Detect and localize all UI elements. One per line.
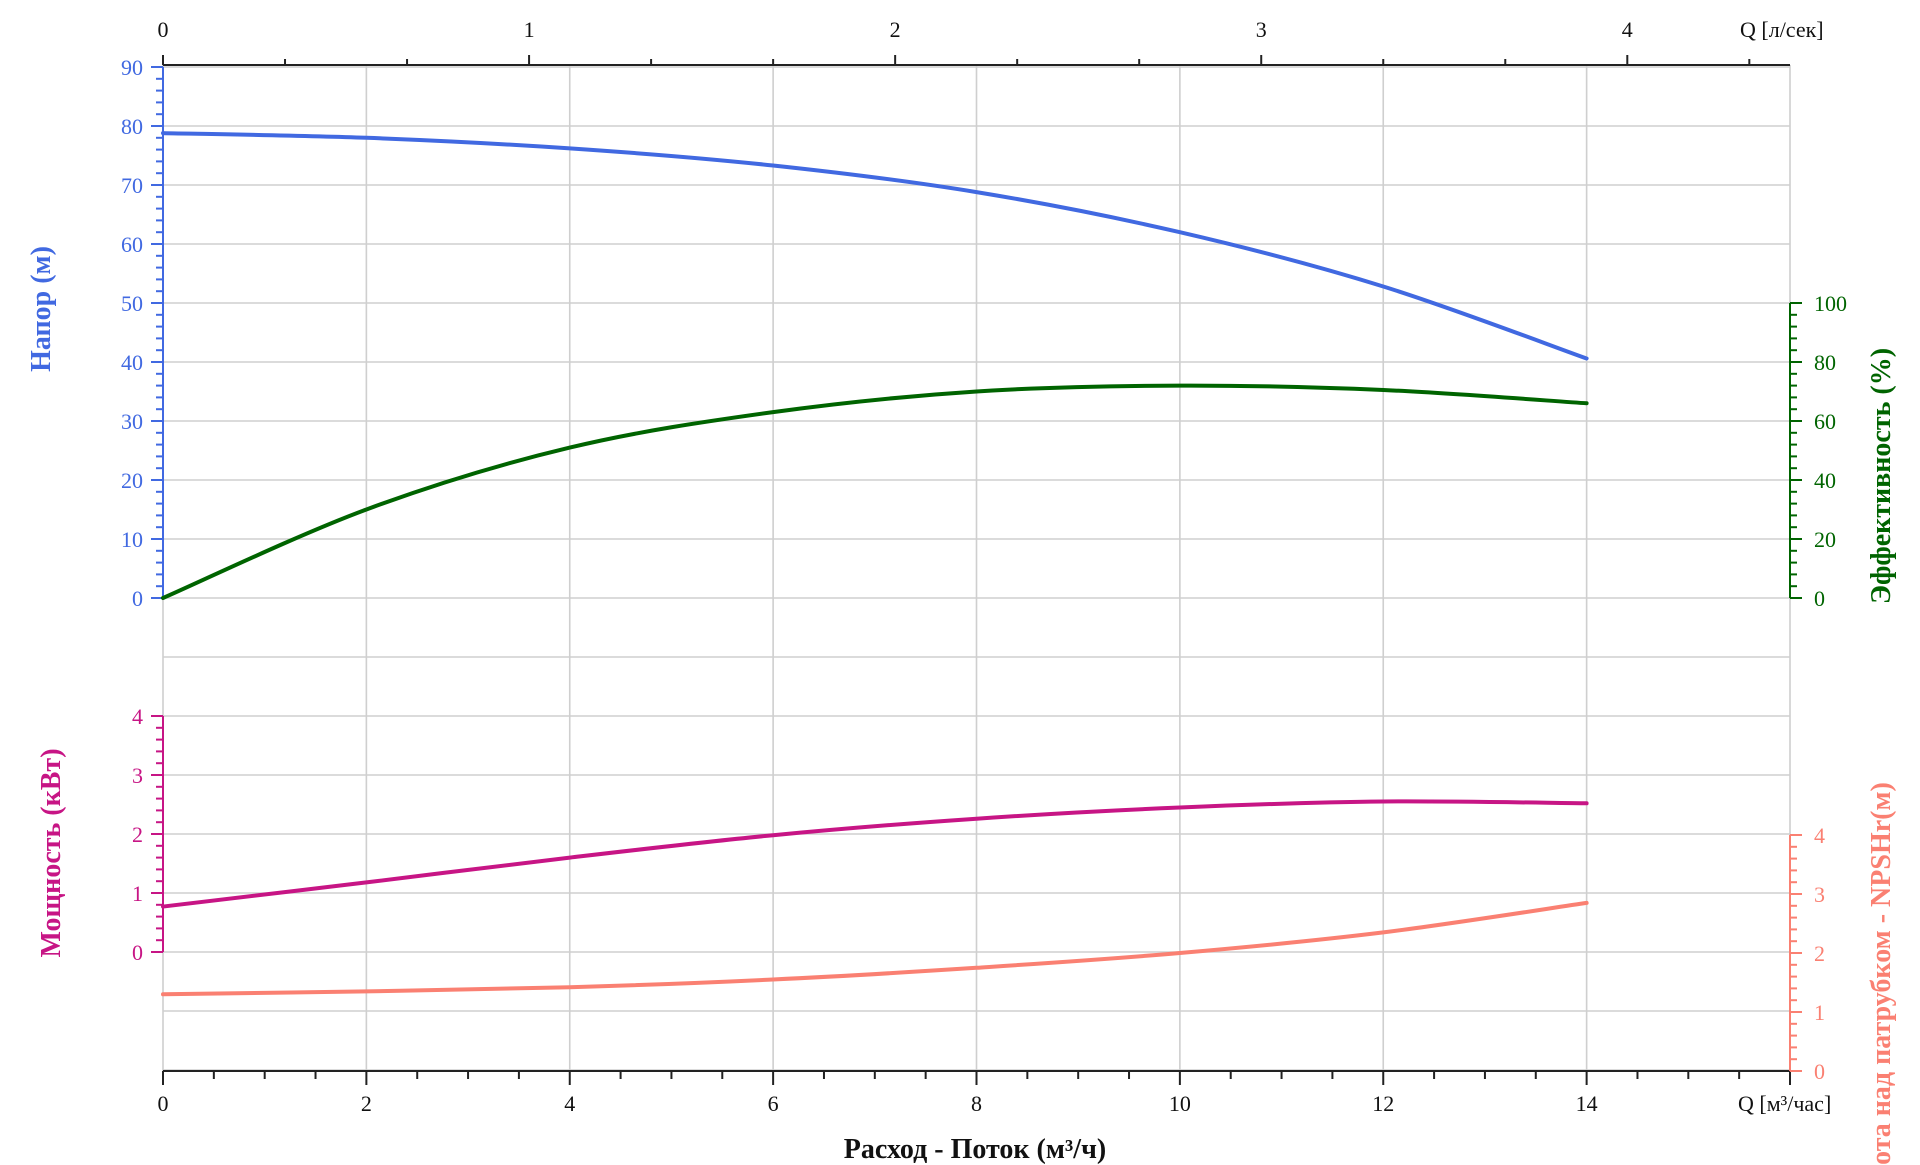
- x-axis-label: Расход - Поток (м³/ч): [844, 1134, 1106, 1165]
- head-axis-label: Напор (м): [26, 246, 57, 372]
- head-tick-label: 90: [121, 55, 143, 80]
- npsh-tick-label: 2: [1814, 941, 1825, 966]
- power-tick-label: 1: [132, 881, 143, 906]
- x-tick-label: 2: [361, 1091, 372, 1116]
- power-tick-label: 0: [132, 940, 143, 965]
- x-tick-label: 12: [1372, 1091, 1394, 1116]
- grid: [162, 65, 1791, 1071]
- x-tick-label: 14: [1576, 1091, 1598, 1116]
- head-tick-label: 0: [132, 586, 143, 611]
- head-tick-label: 60: [121, 232, 143, 257]
- npsh-tick-label: 4: [1814, 823, 1825, 848]
- efficiency-tick-label: 60: [1814, 409, 1836, 434]
- power-tick-label: 4: [132, 704, 143, 729]
- head-tick-label: 50: [121, 291, 143, 316]
- curves: [161, 131, 1589, 997]
- head-tick-label: 30: [121, 409, 143, 434]
- power-tick-label: 2: [132, 822, 143, 847]
- x-top-tick-label: 4: [1622, 17, 1633, 42]
- head-tick-label: 20: [121, 468, 143, 493]
- head-tick-label: 40: [121, 350, 143, 375]
- x-tick-label: 8: [971, 1091, 982, 1116]
- x-tick-label: 6: [768, 1091, 779, 1116]
- head-tick-label: 70: [121, 173, 143, 198]
- head-tick-label: 10: [121, 527, 143, 552]
- x-axis-unit-top: Q [л/сек]: [1740, 17, 1824, 42]
- x-axis-unit-bottom: Q [м³/час]: [1738, 1091, 1831, 1116]
- power-tick-label: 3: [132, 763, 143, 788]
- power-curve: [161, 799, 1589, 909]
- efficiency-tick-label: 0: [1814, 586, 1825, 611]
- x-top-tick-label: 3: [1256, 17, 1267, 42]
- x-top-tick-label: 2: [890, 17, 901, 42]
- x-tick-label: 10: [1169, 1091, 1191, 1116]
- efficiency-tick-label: 80: [1814, 350, 1836, 375]
- x-top-tick-label: 0: [158, 17, 169, 42]
- head-tick-label: 80: [121, 114, 143, 139]
- x-tick-label: 4: [564, 1091, 575, 1116]
- x-top-tick-label: 1: [524, 17, 535, 42]
- axes: 0 2 4 6 8 10 12 140 1 2 3 4010203040506070809002040…: [121, 17, 1847, 1116]
- efficiency-curve: [161, 383, 1589, 600]
- npsh-curve: [161, 900, 1589, 997]
- npsh-axis-label: Высота над патрубком - NPSHr(м): [1866, 782, 1897, 1165]
- npsh-tick-label: 3: [1814, 882, 1825, 907]
- efficiency-axis-label: Эффективность (%): [1866, 348, 1897, 604]
- npsh-tick-label: 0: [1814, 1059, 1825, 1084]
- efficiency-tick-label: 40: [1814, 468, 1836, 493]
- x-tick-label: 0: [158, 1091, 169, 1116]
- npsh-tick-label: 1: [1814, 1000, 1825, 1025]
- labels: Напор (м) Эффективность (%) Мощность (кВ…: [26, 17, 1897, 1165]
- efficiency-tick-label: 20: [1814, 527, 1836, 552]
- power-axis-label: Мощность (кВт): [36, 748, 67, 957]
- efficiency-tick-label: 100: [1814, 291, 1847, 316]
- head-curve: [161, 131, 1589, 361]
